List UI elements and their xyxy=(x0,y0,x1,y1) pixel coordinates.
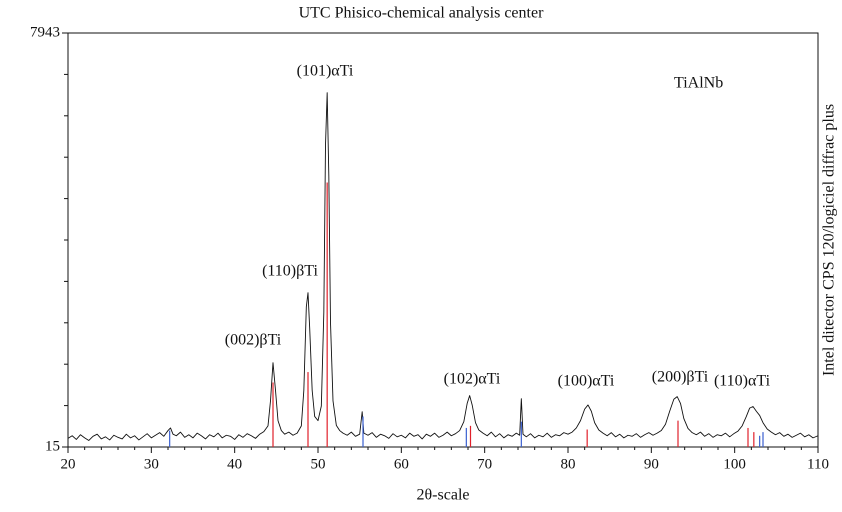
chart-title: UTC Phisico-chemical analysis center xyxy=(299,5,544,22)
peak-annotation: (100)αTi xyxy=(558,373,615,390)
x-tick-label: 50 xyxy=(311,456,326,472)
x-tick-label: 110 xyxy=(807,456,829,472)
x-tick-label: 70 xyxy=(477,456,492,472)
x-tick-label: 60 xyxy=(394,456,409,472)
y-axis-label: Intel ditector CPS 120/logiciel diffrac … xyxy=(821,104,838,376)
peak-annotation: (102)αTi xyxy=(444,371,501,388)
x-tick-label: 80 xyxy=(561,456,576,472)
x-tick-label: 40 xyxy=(227,456,242,472)
peak-annotation: (110)βTi xyxy=(262,263,318,280)
x-tick-label: 100 xyxy=(723,456,746,472)
diffraction-line xyxy=(67,92,819,441)
x-tick-label: 90 xyxy=(644,456,659,472)
peak-annotation: (200)βTi xyxy=(652,369,709,386)
x-tick-label: 30 xyxy=(144,456,159,472)
x-axis-label: 2θ-scale xyxy=(417,487,470,504)
peak-annotation: (101)αTi xyxy=(297,63,354,80)
y-tick-label: 15 xyxy=(45,438,60,454)
y-tick-label: 7943 xyxy=(30,24,60,40)
peak-annotation: (002)βTi xyxy=(225,332,282,349)
peak-annotation: (110)αTi xyxy=(714,373,771,390)
peak-annotation: TiAlNb xyxy=(674,75,723,92)
x-tick-label: 20 xyxy=(61,456,76,472)
